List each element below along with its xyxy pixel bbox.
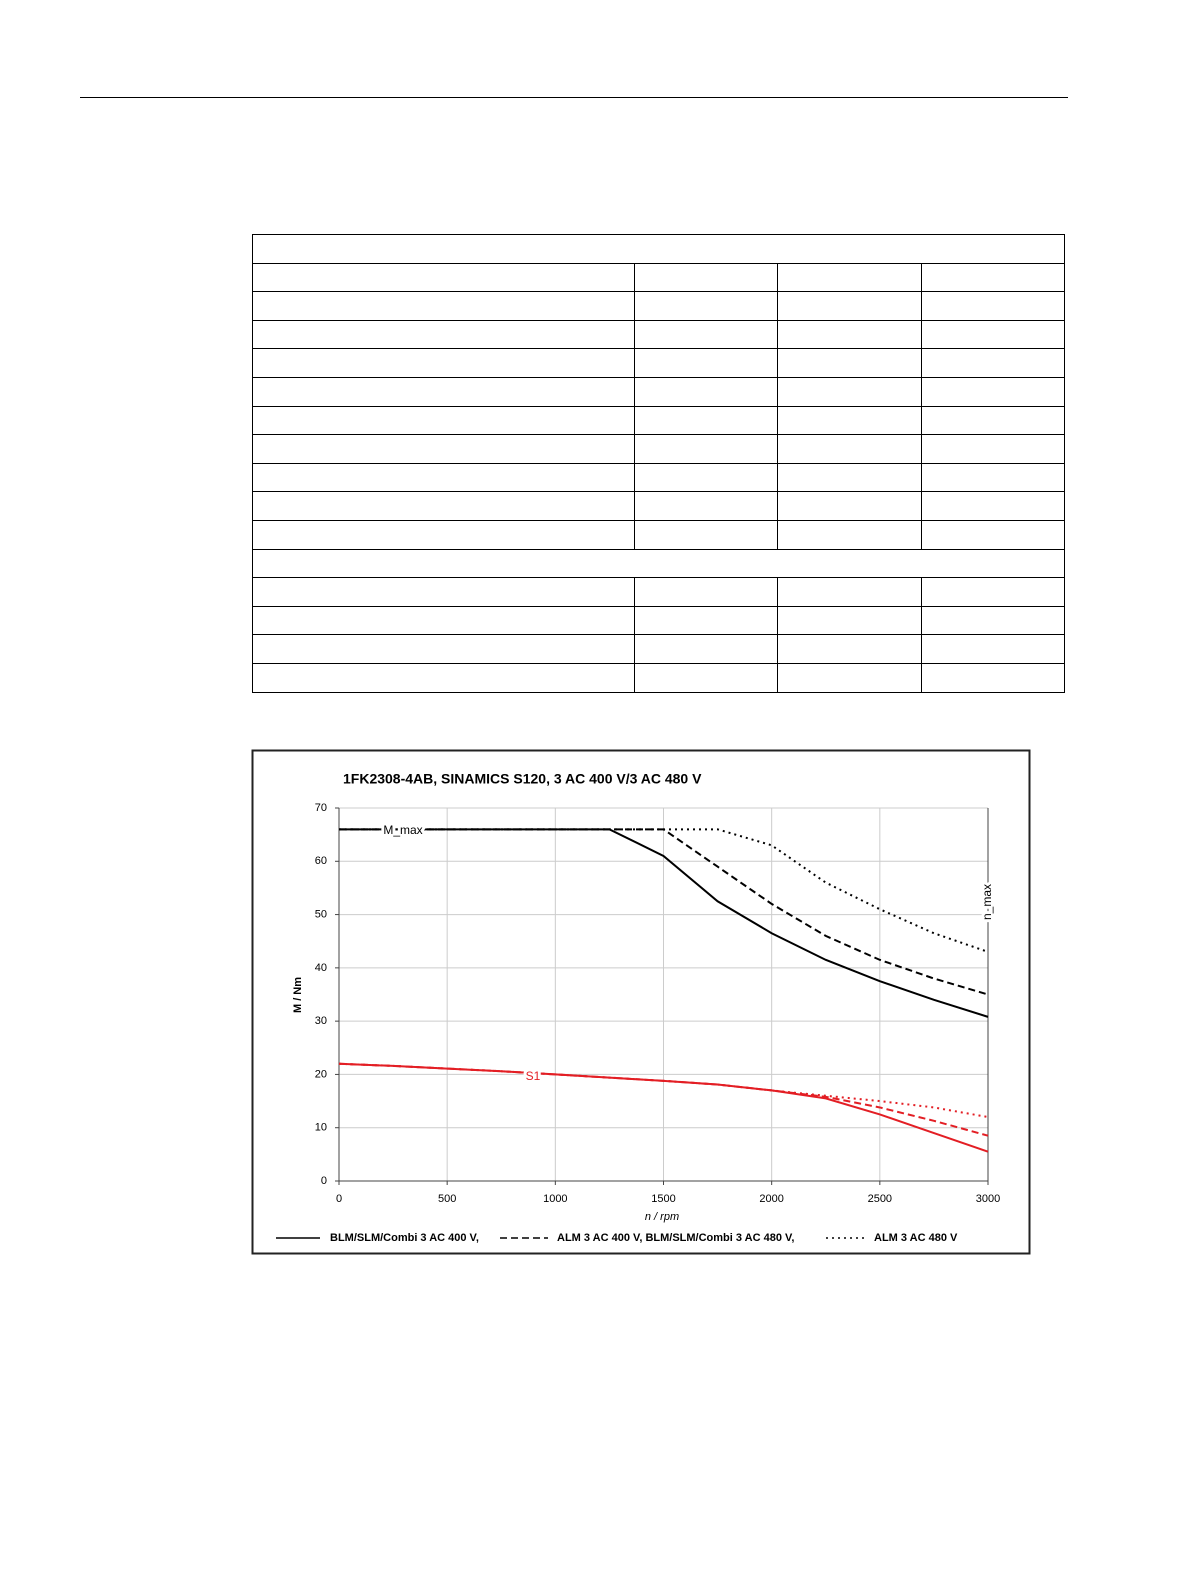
chart-title: 1FK2308-4AB, SINAMICS S120, 3 AC 400 V/3… [343,771,702,787]
x-tick-label: 3000 [976,1193,1000,1205]
y-tick-label: 40 [315,962,327,974]
y-tick-label: 0 [321,1175,327,1187]
annotation: S1 [526,1069,541,1083]
annotation: n_max [980,884,994,920]
data-table [252,234,1065,693]
legend-label: ALM 3 AC 400 V, BLM/SLM/Combi 3 AC 480 V… [557,1232,794,1244]
x-tick-label: 2000 [759,1193,783,1205]
y-tick-label: 20 [315,1068,327,1080]
y-tick-label: 50 [315,908,327,920]
y-tick-label: 70 [315,802,327,814]
x-axis-label: n / rpm [645,1211,679,1223]
x-tick-label: 500 [438,1193,456,1205]
x-tick-label: 1500 [651,1193,675,1205]
y-tick-label: 30 [315,1015,327,1027]
legend-label: ALM 3 AC 480 V [874,1232,958,1244]
x-tick-label: 0 [336,1193,342,1205]
series-line [339,828,989,953]
x-tick-label: 1000 [543,1193,567,1205]
annotation: M_max [383,823,422,837]
chart-frame [251,749,1031,1255]
header-rule [80,97,1068,98]
y-tick-label: 10 [315,1122,327,1134]
x-tick-label: 2500 [868,1193,892,1205]
y-tick-label: 60 [315,855,327,867]
y-axis-label: M / Nm [292,977,304,1013]
series-line [338,1062,989,1119]
legend-label: BLM/SLM/Combi 3 AC 400 V, [330,1232,479,1244]
